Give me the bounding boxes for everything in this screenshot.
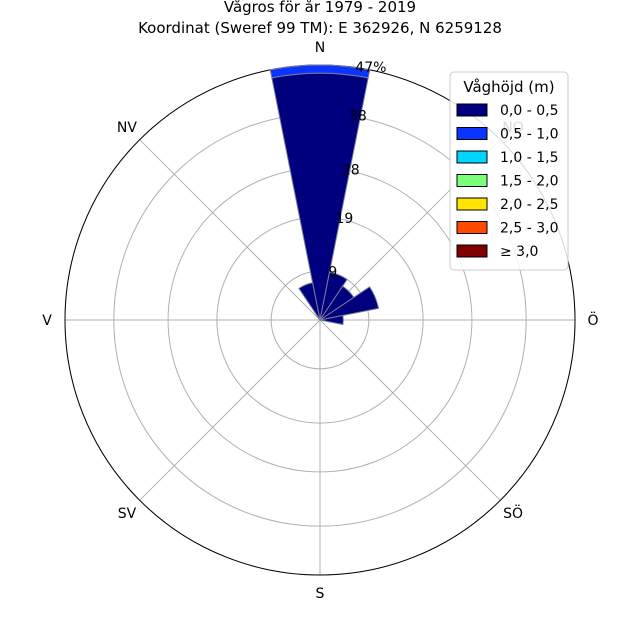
grid-spoke: [139, 319, 321, 501]
legend-swatch: [456, 244, 488, 258]
direction-label-sö: SÖ: [503, 504, 523, 522]
direction-label-nv: NV: [117, 120, 137, 136]
legend-swatch: [456, 150, 488, 164]
rose-bar-n-1: [269, 64, 371, 79]
legend-label: 0,5 - 1,0: [500, 127, 558, 143]
legend-label: 1,5 - 2,0: [500, 174, 558, 190]
direction-label-ö: Ö: [587, 311, 598, 329]
legend-swatch: [456, 197, 488, 211]
legend-swatch: [456, 174, 488, 187]
radial-tick-label: 19: [335, 211, 353, 227]
chart-subtitle: Koordinat (Sweref 99 TM): E 362926, N 62…: [138, 19, 502, 37]
direction-label-s: S: [316, 586, 325, 602]
rose-bar-nnv-0: [298, 282, 321, 321]
legend: Våghöjd (m) 0,0 - 0,5 0,5 - 1,0 1,0 - 1,5 1…: [449, 71, 569, 271]
radial-tick-label: 28: [342, 162, 360, 178]
legend-swatch: [456, 221, 488, 234]
radial-tick-label: 9: [328, 265, 337, 281]
legend-label: 2,5 - 3,0: [500, 221, 558, 237]
legend-label: ≥ 3,0: [500, 244, 538, 260]
legend-label: 1,0 - 1,5: [500, 150, 558, 166]
legend-swatch: [456, 103, 488, 117]
rose-bar-ö-0: [319, 314, 344, 326]
legend-label: 0,0 - 0,5: [500, 103, 558, 119]
rose-bars: [269, 64, 380, 326]
legend-swatch: [456, 127, 488, 140]
radial-tick-labels: 9 19 28 38 47%: [328, 60, 386, 280]
direction-label-n: N: [315, 40, 325, 56]
polar-grid: [64, 64, 576, 576]
rose-bar-ono-0: [319, 286, 380, 321]
legend-label: 2,0 - 2,5: [500, 197, 558, 213]
radial-tick-label: 47%: [355, 60, 386, 76]
rose-bar-nno-0: [319, 271, 348, 321]
direction-label-v: V: [42, 313, 52, 329]
direction-label-sv: SV: [118, 506, 137, 522]
chart-title: Vågros för år 1979 - 2019: [224, 0, 416, 16]
legend-title: Våghöjd (m): [463, 78, 554, 96]
grid-spoke: [139, 139, 321, 321]
radial-tick-label: 38: [349, 109, 367, 125]
legend-items: 0,0 - 0,5 0,5 - 1,0 1,0 - 1,5 1,5 - 2,0 2,0 …: [456, 103, 558, 260]
grid-spoke: [319, 319, 501, 501]
legend-frame: [449, 71, 569, 271]
